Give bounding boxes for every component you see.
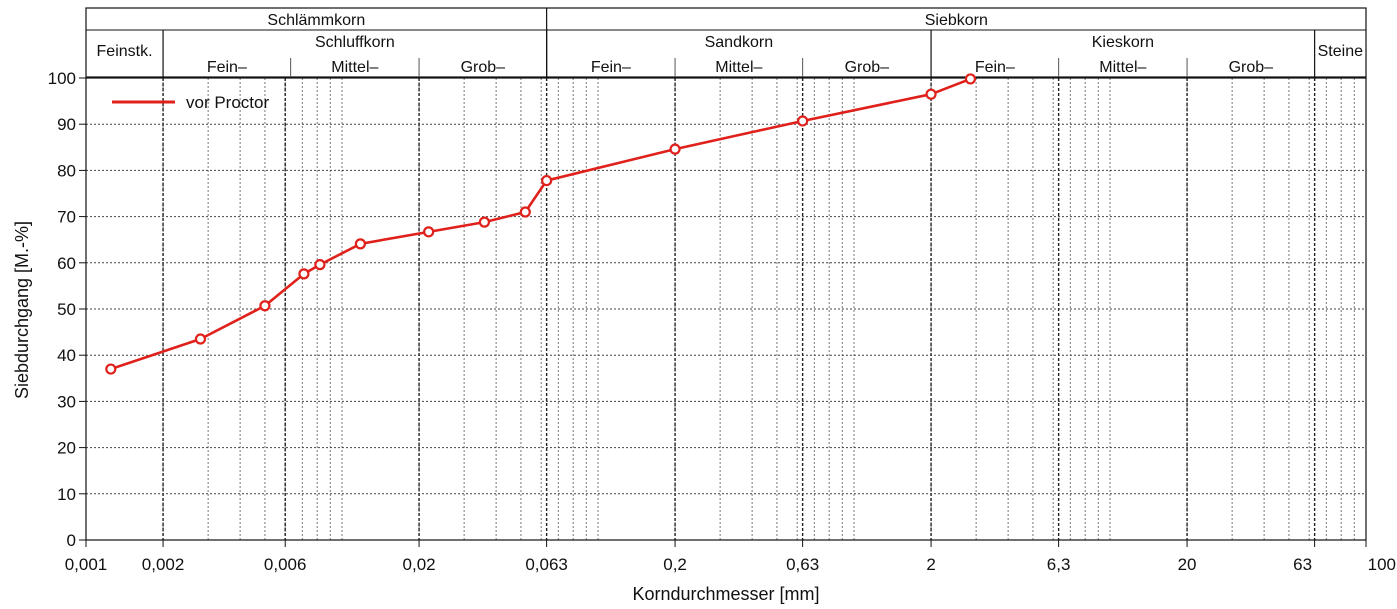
header-fraction-sandkorn-grob: Grob– [845,59,890,76]
axes: 0 10 20 30 40 50 60 70 80 90 100 0,001 0,002 0,006 0,0… [48,69,1396,574]
y-tick-label: 50 [57,300,76,319]
header-frame [85,7,1367,78]
legend: vor Proctor [112,93,269,112]
series-line-vor-proctor [110,77,971,371]
y-tick-label: 100 [48,69,76,88]
soil-class-header: Schlämmkorn Siebkorn Feinstk. Schluffkorn Fe… [85,7,1367,78]
data-point [797,115,809,127]
x-tick-label: 0,63 [786,555,819,574]
x-tick-label: 0,02 [403,555,436,574]
y-tick-label: 80 [57,161,76,180]
header-fraction-kieskorn-grob: Grob– [1229,59,1274,76]
y-tick-label: 20 [57,439,76,458]
x-tick-label: 0,001 [65,555,108,574]
header-subgroup-sandkorn: Sandkorn [705,34,774,51]
data-point [259,300,271,312]
header-subgroup-feinstk: Feinstk. [97,43,153,60]
y-tick-label: 0 [67,531,76,550]
grid-lines [86,77,1366,540]
legend-label-vor-proctor: vor Proctor [186,93,269,112]
y-tick-label: 70 [57,208,76,227]
header-group-schlämmkorn: Schlämmkorn [267,12,365,29]
header-fraction-sandkorn-fein: Fein– [591,59,631,76]
header-fraction-schluffkorn-grob: Grob– [461,59,506,76]
data-point [314,259,326,271]
y-tick-label: 10 [57,485,76,504]
header-subgroup-kieskorn: Kieskorn [1092,34,1154,51]
y-tick-label: 30 [57,392,76,411]
data-point [925,88,937,100]
x-tick-label: 0,063 [525,555,568,574]
x-tick-label: 6,3 [1047,555,1071,574]
data-point [541,174,553,187]
header-group-siebkorn: Siebkorn [925,12,988,29]
x-axis-label: Korndurchmesser [mm] [632,584,819,604]
y-tick-label: 40 [57,346,76,365]
data-point [964,73,977,85]
data-point [519,206,531,218]
header-fraction-schluffkorn-fein: Fein– [207,59,247,76]
x-tick-label: 0,2 [663,555,687,574]
header-fraction-schluffkorn-mittel: Mittel– [331,59,378,76]
y-tick-label: 60 [57,254,76,273]
data-point [298,268,310,280]
x-tick-label: 0,006 [264,555,307,574]
data-point [478,216,491,228]
x-tick-label: 100 [1368,555,1396,574]
x-tick-label: 0,002 [142,555,185,574]
header-fraction-kieskorn-mittel: Mittel– [1099,59,1146,76]
x-tick-label: 20 [1178,555,1197,574]
x-tick-label: 2 [926,555,935,574]
y-tick-label: 90 [57,115,76,134]
y-axis-label: Siebdurchgang [M.-%] [12,221,32,399]
data-point [669,143,681,155]
header-fraction-kieskorn-fein: Fein– [975,59,1015,76]
data-point [354,238,367,250]
header-subgroup-steine: Steine [1318,43,1363,60]
series-layer [105,73,977,375]
data-point [105,363,117,375]
header-fraction-sandkorn-mittel: Mittel– [715,59,762,76]
data-point [423,226,435,238]
x-tick-label: 63 [1293,555,1312,574]
header-subgroup-schluffkorn: Schluffkorn [315,34,395,51]
data-point [194,333,207,345]
